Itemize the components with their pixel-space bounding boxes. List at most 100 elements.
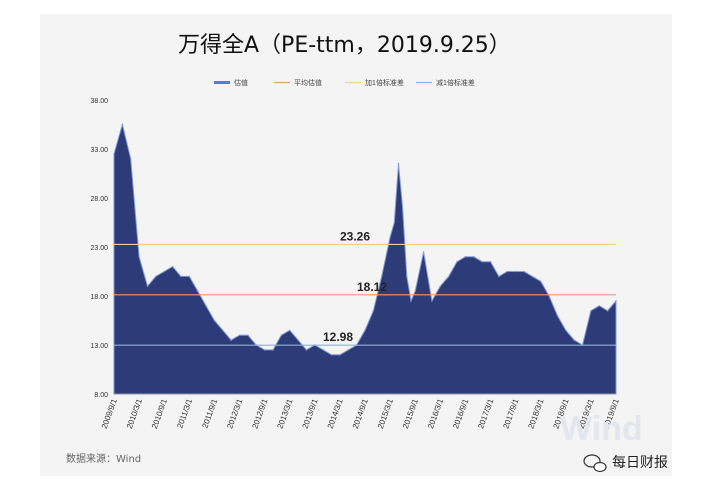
- valuation-point: [531, 275, 534, 278]
- reference-line-label: 12.98: [323, 330, 353, 344]
- legend-label-mean: 平均估值: [294, 78, 322, 87]
- x-tick-label: 2012/9/1: [250, 397, 269, 430]
- valuation-point: [489, 260, 492, 263]
- y-tick-label: 18.00: [90, 294, 108, 301]
- brand-badge: 每日财报: [583, 454, 668, 473]
- legend-swatch-valuation: [214, 81, 230, 84]
- valuation-point: [372, 309, 375, 312]
- valuation-point: [472, 255, 475, 258]
- valuation-point: [297, 339, 299, 341]
- x-tick-label: 2013/3/1: [275, 397, 294, 430]
- y-tick-label: 33.00: [90, 147, 108, 154]
- valuation-point: [247, 334, 249, 337]
- legend-label-plus-sd: 加1倍标准差: [365, 78, 404, 87]
- x-tick-label: 2009/9/1: [100, 397, 119, 430]
- valuation-point: [305, 349, 308, 351]
- x-tick-label: 2015/3/1: [376, 397, 395, 430]
- valuation-point: [397, 162, 400, 165]
- valuation-point: [213, 319, 216, 322]
- y-tick-label: 38.00: [90, 98, 108, 105]
- valuation-point: [422, 251, 425, 253]
- valuation-point: [272, 349, 274, 351]
- valuation-point: [113, 153, 115, 155]
- valuation-point: [414, 290, 417, 292]
- x-tick-label: 2010/9/1: [150, 397, 169, 430]
- valuation-point: [205, 305, 207, 307]
- x-tick-label: 2016/3/1: [426, 397, 445, 430]
- x-tick-label: 2016/9/1: [451, 397, 470, 430]
- valuation-point: [590, 309, 592, 312]
- x-tick-label: 2012/3/1: [225, 397, 244, 430]
- wechat-icon: [583, 454, 607, 473]
- legend-label-minus-sd: 减1倍标准差: [436, 78, 475, 87]
- valuation-point: [548, 295, 550, 297]
- y-tick-label: 13.00: [90, 343, 108, 350]
- valuation-point: [330, 354, 333, 356]
- valuation-point: [498, 275, 500, 278]
- x-tick-label: 2010/3/1: [125, 397, 144, 430]
- brand-name: 每日财报: [612, 455, 668, 471]
- valuation-point: [263, 349, 266, 351]
- valuation-point: [506, 270, 509, 273]
- valuation-point: [221, 329, 224, 332]
- valuation-point: [406, 275, 408, 278]
- valuation-point: [171, 265, 174, 268]
- y-tick-label: 8.00: [94, 392, 108, 399]
- wind-watermark: Wind: [560, 410, 643, 448]
- valuation-point: [238, 334, 241, 337]
- valuation-point: [481, 260, 483, 263]
- x-tick-label: 2018/3/1: [526, 397, 545, 430]
- valuation-point: [280, 334, 283, 337]
- valuation-point: [339, 354, 341, 356]
- x-tick-label: 2013/9/1: [301, 397, 320, 430]
- legend-label-valuation: 估值: [234, 78, 248, 87]
- reference-line-label: 18.12: [357, 280, 387, 294]
- valuation-point: [146, 285, 149, 288]
- valuation-point: [606, 309, 609, 312]
- valuation-point: [230, 339, 232, 341]
- plot-area: 38.00 33.00 28.00 23.00 18.00 13.00 8.00 23.26 1…: [90, 98, 642, 448]
- legend: 估值 平均估值 加1倍标准差 减1倍标准差: [214, 78, 475, 87]
- valuation-point: [464, 255, 467, 258]
- valuation-point: [288, 329, 291, 332]
- valuation-point: [163, 270, 165, 273]
- valuation-point: [431, 300, 433, 302]
- y-tick-label: 28.00: [90, 196, 108, 203]
- valuation-point: [121, 123, 124, 126]
- x-tick-label: 2015/9/1: [401, 397, 420, 430]
- valuation-point: [380, 275, 383, 278]
- valuation-point: [573, 339, 575, 341]
- x-tick-label: 2017/3/1: [476, 397, 495, 430]
- valuation-area: [113, 122, 617, 395]
- reference-line-label: 23.26: [340, 229, 370, 243]
- x-tick-label: 2011/9/1: [200, 397, 219, 429]
- valuation-point: [598, 305, 601, 307]
- valuation-point: [539, 280, 542, 283]
- valuation-point: [322, 349, 324, 351]
- valuation-point: [196, 290, 199, 292]
- valuation-point: [447, 275, 450, 278]
- valuation-point: [129, 158, 132, 160]
- valuation-point: [393, 221, 396, 224]
- valuation-point: [615, 300, 617, 302]
- valuation-point: [401, 207, 404, 209]
- valuation-point: [347, 349, 350, 351]
- valuation-point: [180, 275, 182, 278]
- valuation-point: [565, 329, 567, 332]
- x-tick-label: 2014/3/1: [326, 397, 345, 430]
- x-tick-label: 2017/9/1: [501, 397, 520, 430]
- valuation-point: [188, 275, 191, 278]
- valuation-point: [155, 275, 157, 278]
- valuation-point: [439, 285, 442, 288]
- valuation-point: [456, 260, 458, 263]
- valuation-point: [138, 255, 140, 258]
- x-tick-label: 2014/9/1: [351, 397, 370, 430]
- y-tick-label: 23.00: [90, 245, 108, 252]
- valuation-point: [523, 270, 525, 273]
- chart-title: 万得全A（PE-ttm，2019.9.25）: [178, 33, 511, 58]
- data-source: 数据来源：Wind: [66, 452, 141, 465]
- valuation-point: [364, 329, 366, 332]
- x-tick-label: 2011/3/1: [175, 397, 194, 429]
- valuation-point: [410, 300, 412, 302]
